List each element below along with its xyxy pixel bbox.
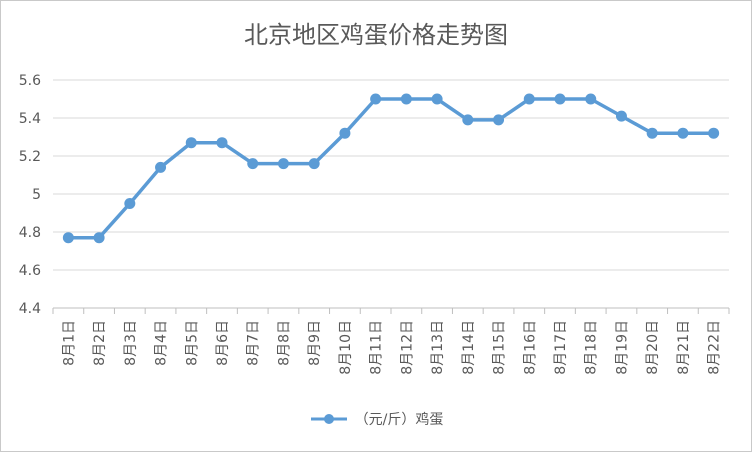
y-tick-label: 4.4 — [19, 301, 41, 317]
data-point — [708, 127, 720, 139]
data-point — [554, 93, 566, 105]
data-point — [93, 232, 105, 244]
x-tick-label: 8月21日 — [676, 320, 692, 375]
x-tick-label: 8月1日 — [61, 320, 77, 366]
x-tick-label: 8月9日 — [307, 320, 323, 366]
x-tick-label: 8月7日 — [246, 320, 262, 366]
data-point — [247, 158, 259, 170]
x-tick-label: 8月14日 — [461, 320, 477, 375]
x-tick-label: 8月8日 — [276, 320, 292, 366]
data-point — [62, 232, 74, 244]
x-tick-label: 8月4日 — [154, 320, 170, 366]
legend: （元/斤）鸡蛋 — [1, 409, 751, 429]
data-point — [400, 93, 412, 105]
data-point — [339, 127, 351, 139]
data-point — [646, 127, 658, 139]
x-tick-label: 8月22日 — [707, 320, 723, 375]
x-tick-label: 8月2日 — [92, 320, 108, 366]
y-tick-label: 5.2 — [19, 149, 41, 165]
data-point — [124, 198, 136, 209]
x-tick-label: 8月6日 — [215, 320, 231, 366]
chart-title: 北京地区鸡蛋价格走势图 — [244, 21, 508, 49]
data-point — [615, 110, 627, 122]
y-tick-label: 5 — [32, 187, 41, 203]
data-point — [523, 93, 535, 105]
data-point — [155, 161, 167, 173]
x-tick-label: 8月17日 — [553, 320, 569, 375]
y-tick-label: 4.6 — [19, 263, 41, 279]
data-point — [185, 137, 197, 149]
x-tick-label: 8月20日 — [645, 320, 661, 375]
y-tick-label: 4.8 — [19, 225, 41, 241]
legend-label: （元/斤）鸡蛋 — [354, 412, 444, 428]
data-point — [431, 93, 443, 105]
data-point — [308, 158, 320, 170]
data-point — [493, 114, 505, 126]
y-tick-label: 5.4 — [19, 111, 41, 127]
y-tick-label: 5.6 — [19, 73, 41, 89]
x-tick-label: 8月13日 — [430, 320, 446, 375]
x-tick-label: 8月19日 — [614, 320, 630, 375]
x-tick-label: 8月5日 — [184, 320, 200, 366]
data-point — [370, 93, 382, 105]
x-tick-label: 8月3日 — [123, 320, 139, 366]
x-tick-label: 8月16日 — [522, 320, 538, 375]
x-tick-label: 8月10日 — [338, 320, 354, 375]
x-tick-label: 8月12日 — [399, 320, 415, 375]
data-point — [277, 158, 289, 170]
x-tick-label: 8月15日 — [492, 320, 508, 375]
legend-swatch-icon — [310, 414, 347, 424]
data-point — [677, 127, 689, 139]
series-line — [68, 97, 714, 240]
x-tick-label: 8月11日 — [369, 320, 385, 375]
data-point — [462, 114, 474, 126]
x-tick-label: 8月18日 — [584, 320, 600, 375]
data-point — [585, 93, 597, 105]
data-point — [216, 137, 228, 149]
